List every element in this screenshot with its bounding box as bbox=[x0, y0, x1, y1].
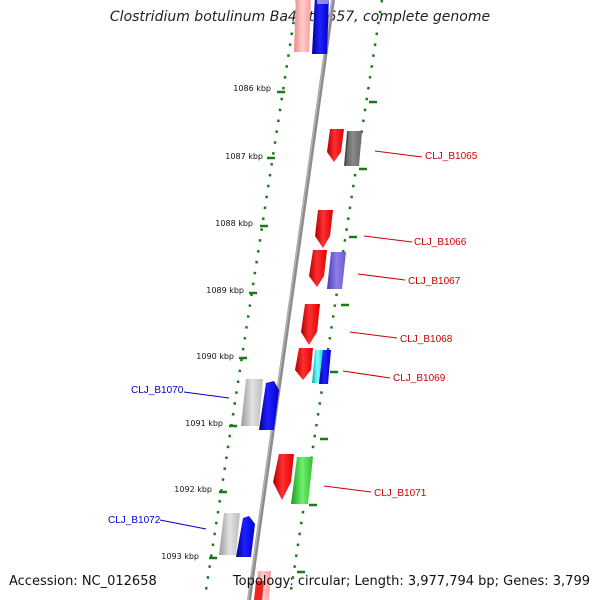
tick-label: 1089 kbp bbox=[206, 286, 244, 295]
tick-label: 1088 kbp bbox=[215, 219, 253, 228]
tick-label: 1092 kbp bbox=[174, 485, 212, 494]
gene-label-CLJ_B1068[interactable]: CLJ_B1068 bbox=[400, 334, 453, 345]
topology-text: Topology: circular; Length: 3,977,794 bp… bbox=[232, 574, 590, 589]
gene-label-CLJ_B1071[interactable]: CLJ_B1071 bbox=[374, 488, 427, 499]
gene-CLJ_B1067[interactable] bbox=[309, 250, 346, 289]
gene-CLJ_B1069[interactable] bbox=[295, 348, 331, 384]
genome-backbone bbox=[247, 0, 335, 600]
gene-label-CLJ_B1067[interactable]: CLJ_B1067 bbox=[408, 276, 461, 287]
gene-CLJ_B1068[interactable] bbox=[301, 304, 320, 345]
gene-label-CLJ_B1069[interactable]: CLJ_B1069 bbox=[393, 373, 446, 384]
ruler-ticks bbox=[209, 90, 285, 560]
gene-label-CLJ_B1070[interactable]: CLJ_B1070 bbox=[131, 385, 184, 396]
ruler-tick-labels: 1086 kbp 1087 kbp 1088 kbp 1089 kbp 1090… bbox=[161, 84, 271, 561]
gene-label-CLJ_B1066[interactable]: CLJ_B1066 bbox=[414, 237, 467, 248]
gene-CLJ_B1070[interactable] bbox=[241, 379, 279, 430]
gene-labels: CLJ_B1065 CLJ_B1066 CLJ_B1067 CLJ_B1068 … bbox=[108, 151, 478, 526]
tick-label: 1086 kbp bbox=[233, 84, 271, 93]
gene-CLJ_B1065[interactable] bbox=[327, 129, 362, 166]
gene-label-CLJ_B1072[interactable]: CLJ_B1072 bbox=[108, 515, 161, 526]
tick-label: 1090 kbp bbox=[196, 352, 234, 361]
leader-lines bbox=[159, 150, 423, 530]
gene-CLJ_B1072[interactable] bbox=[219, 513, 255, 557]
gene-label-CLJ_B1065[interactable]: CLJ_B1065 bbox=[425, 151, 478, 162]
bottom-partial-gene bbox=[254, 571, 271, 600]
tick-label: 1087 kbp bbox=[225, 152, 263, 161]
ruler-ticks-right bbox=[297, 100, 377, 574]
top-partial-genes bbox=[294, 0, 329, 54]
tick-label: 1091 kbp bbox=[185, 419, 223, 428]
gene-CLJ_B1066[interactable] bbox=[315, 210, 333, 248]
accession-text: Accession: NC_012658 bbox=[9, 574, 157, 589]
tick-label: 1093 kbp bbox=[161, 552, 199, 561]
gene-CLJ_B1071[interactable] bbox=[273, 454, 313, 504]
